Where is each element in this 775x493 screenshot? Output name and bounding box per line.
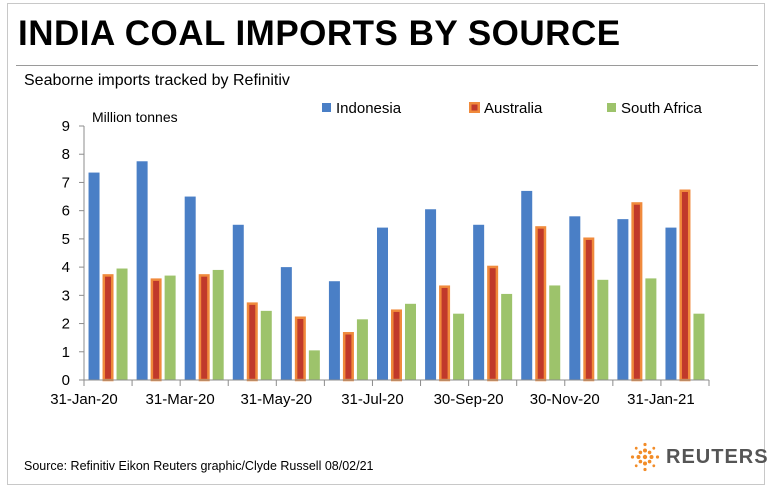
x-tick-label: 30-Nov-20 [530,391,600,408]
bar-indonesia [136,161,148,380]
y-tick-label: 1 [62,344,70,361]
bar-south-africa [116,268,128,380]
bar-australia [150,278,162,382]
bar-indonesia [377,227,388,380]
y-tick-label: 5 [62,231,70,248]
x-tick-label: 31-May-20 [240,391,312,408]
y-tick-label: 6 [62,203,70,220]
bar-south-africa [260,310,272,380]
y-tick-label: 8 [62,146,70,163]
bar-australia [294,316,306,382]
bar-south-africa [212,269,224,380]
bar-indonesia [425,209,437,380]
legend-swatch-indonesia [322,103,331,112]
bar-indonesia [569,216,581,380]
bar-south-africa [693,313,705,380]
chart-subtitle: Seaborne imports tracked by Refinitiv [24,72,290,89]
bar-indonesia [88,172,100,380]
bar-australia [391,309,402,382]
x-tick-label: 30-Sep-20 [434,391,504,408]
bar-australia [198,274,210,382]
reuters-logo-icon [630,442,660,472]
bar-indonesia [665,227,677,380]
bar-south-africa [405,303,416,380]
x-tick-label: 31-Jan-20 [50,391,118,408]
bar-australia [631,202,643,382]
bar-australia [439,285,451,382]
y-tick-label: 4 [62,259,70,276]
bar-australia [342,332,354,382]
bar-south-africa [501,293,513,380]
bar-south-africa [549,285,561,380]
bar-indonesia [280,267,292,380]
y-tick-label: 2 [62,316,70,333]
bar-australia [102,274,114,382]
bar-australia [535,226,547,382]
y-axis-label: Million tonnes [92,109,178,125]
legend-label: Australia [484,100,543,117]
y-tick-label: 7 [62,174,70,191]
legend-label: South Africa [621,100,703,117]
bar-south-africa [356,319,368,380]
legend-swatch-south-africa [607,103,616,112]
legend-label: Indonesia [336,100,402,117]
x-tick-label: 31-Mar-20 [146,391,215,408]
legend-swatch-australia-inner [471,104,478,111]
title-divider [16,65,758,66]
bar-south-africa [453,313,465,380]
y-tick-label: 0 [62,372,70,389]
x-tick-label: 31-Jul-20 [341,391,404,408]
x-tick-label: 31-Jan-21 [627,391,695,408]
bar-indonesia [184,196,196,380]
bar-indonesia [521,190,533,380]
bar-indonesia [232,224,244,380]
bar-australia [246,302,258,382]
bar-indonesia [617,219,629,380]
bar-south-africa [308,350,320,380]
bar-indonesia [328,281,340,380]
bar-australia [679,189,691,382]
source-note: Source: Refinitiv Eikon Reuters graphic/… [24,459,374,473]
bar-australia [583,237,595,382]
bar-south-africa [597,279,609,380]
bar-south-africa [164,275,176,380]
chart-title: INDIA COAL IMPORTS BY SOURCE [18,14,621,53]
reuters-logo: REUTERS [628,440,768,474]
reuters-logo-text: REUTERS [666,446,769,468]
bar-indonesia [473,224,485,380]
bar-south-africa [645,278,657,380]
y-tick-label: 9 [62,118,70,135]
bar-australia [487,265,499,382]
y-tick-label: 3 [62,287,70,304]
